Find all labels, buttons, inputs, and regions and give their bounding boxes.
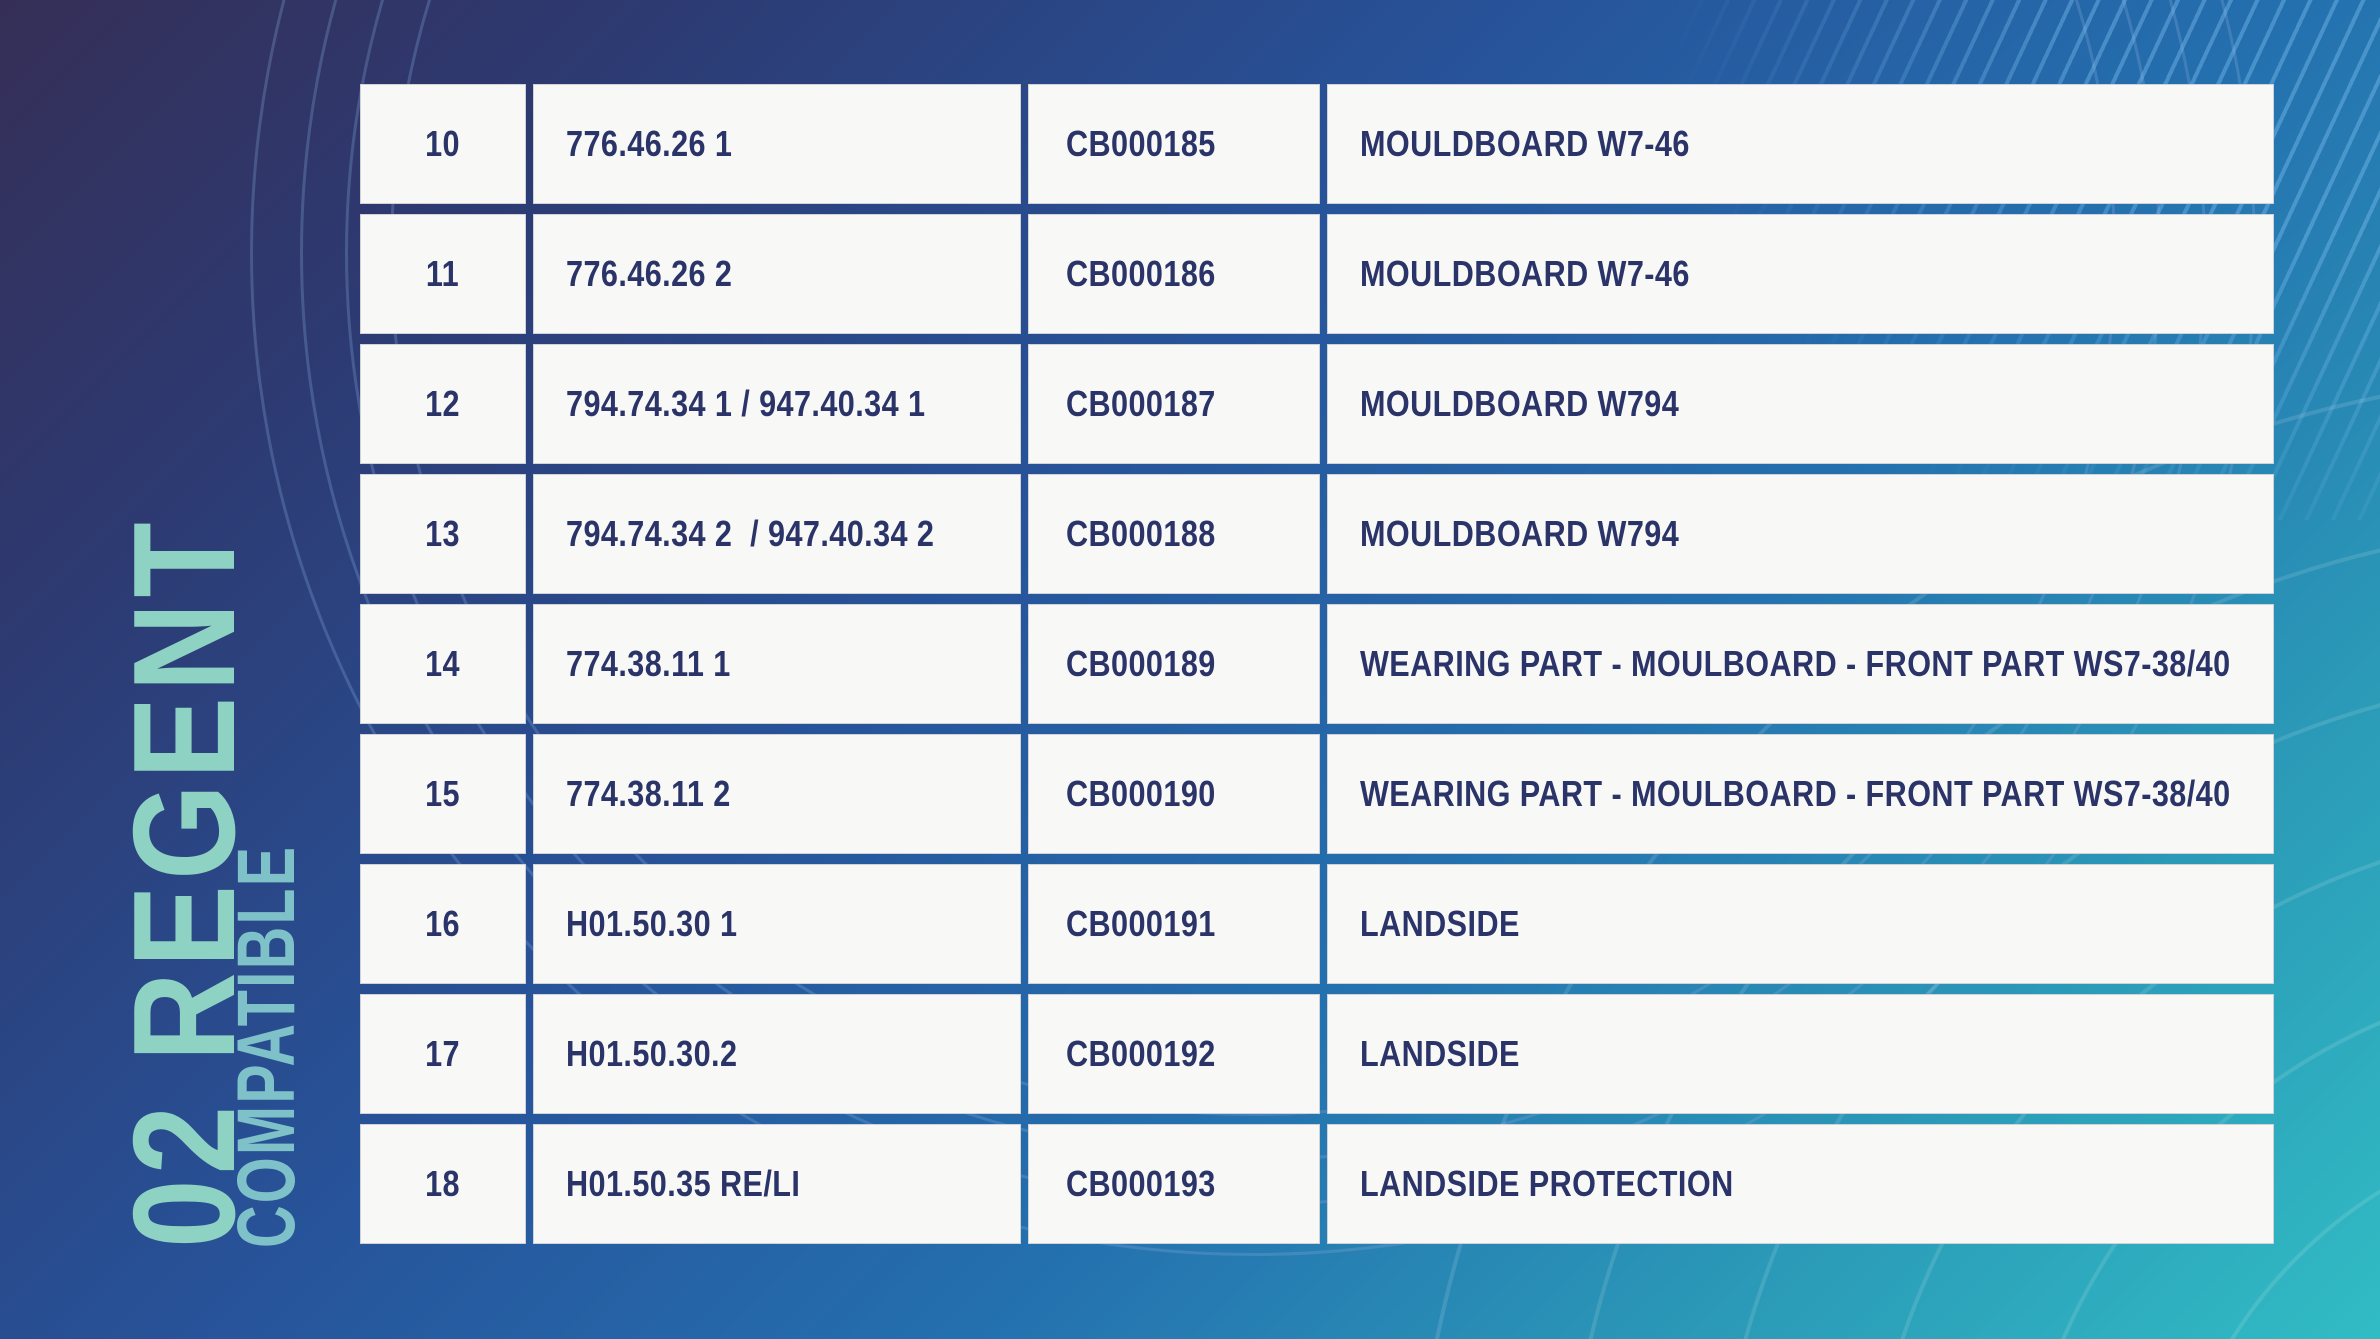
part-number-text: 774.38.11 2	[566, 773, 731, 814]
part-number-text: H01.50.30 1	[566, 903, 738, 944]
description-cell: MOULDBOARD W7-46	[1327, 84, 2274, 204]
row-number-text: 12	[425, 383, 461, 424]
description-text: WEARING PART - MOULBOARD - FRONT PART WS…	[1360, 773, 2231, 814]
cb-code-cell: CB000188	[1028, 474, 1320, 594]
part-number-cell: 776.46.26 1	[533, 84, 1021, 204]
description-cell: LANDSIDE PROTECTION	[1327, 1124, 2274, 1244]
part-number-text: 774.38.11 1	[566, 643, 731, 684]
part-number-cell: 794.74.34 2 / 947.40.34 2	[533, 474, 1021, 594]
description-text: LANDSIDE	[1360, 903, 1520, 944]
table-row: 16 H01.50.30 1 CB000191 LANDSIDE	[360, 864, 2274, 984]
cb-code-cell: CB000193	[1028, 1124, 1320, 1244]
part-number-text: 776.46.26 1	[566, 123, 733, 164]
table-row: 10 776.46.26 1 CB000185 MOULDBOARD W7-46	[360, 84, 2274, 204]
part-number-cell: 774.38.11 1	[533, 604, 1021, 724]
cb-code-cell: CB000190	[1028, 734, 1320, 854]
description-text: MOULDBOARD W794	[1360, 383, 1680, 424]
part-number-text: H01.50.35 RE/LI	[566, 1163, 801, 1204]
row-number-cell: 13	[360, 474, 526, 594]
cb-code-text: CB000189	[1066, 643, 1216, 684]
description-text: LANDSIDE	[1360, 1033, 1520, 1074]
part-number-cell: 774.38.11 2	[533, 734, 1021, 854]
cb-code-text: CB000185	[1066, 123, 1216, 164]
row-number-text: 15	[425, 773, 461, 814]
cb-code-cell: CB000185	[1028, 84, 1320, 204]
row-number-cell: 17	[360, 994, 526, 1114]
description-text: MOULDBOARD W7-46	[1360, 253, 1690, 294]
description-text: MOULDBOARD W7-46	[1360, 123, 1690, 164]
description-cell: MOULDBOARD W794	[1327, 474, 2274, 594]
part-number-text: 794.74.34 2 / 947.40.34 2	[566, 513, 935, 554]
description-cell: LANDSIDE	[1327, 864, 2274, 984]
description-text: MOULDBOARD W794	[1360, 513, 1680, 554]
table-row: 17 H01.50.30.2 CB000192 LANDSIDE	[360, 994, 2274, 1114]
table-row: 12 794.74.34 1 / 947.40.34 1 CB000187 MO…	[360, 344, 2274, 464]
table-row: 14 774.38.11 1 CB000189 WEARING PART - M…	[360, 604, 2274, 724]
cb-code-text: CB000187	[1066, 383, 1216, 424]
part-number-cell: H01.50.35 RE/LI	[533, 1124, 1021, 1244]
cb-code-text: CB000193	[1066, 1163, 1216, 1204]
row-number-text: 18	[425, 1163, 461, 1204]
table-row: 15 774.38.11 2 CB000190 WEARING PART - M…	[360, 734, 2274, 854]
part-number-text: 776.46.26 2	[566, 253, 733, 294]
description-cell: WEARING PART - MOULBOARD - FRONT PART WS…	[1327, 604, 2274, 724]
description-cell: LANDSIDE	[1327, 994, 2274, 1114]
row-number-text: 13	[425, 513, 461, 554]
part-number-cell: 776.46.26 2	[533, 214, 1021, 334]
table-row: 13 794.74.34 2 / 947.40.34 2 CB000188 MO…	[360, 474, 2274, 594]
cb-code-text: CB000188	[1066, 513, 1216, 554]
row-number-text: 11	[426, 253, 460, 294]
row-number-text: 14	[425, 643, 461, 684]
cb-code-text: CB000186	[1066, 253, 1216, 294]
row-number-cell: 11	[360, 214, 526, 334]
part-number-cell: 794.74.34 1 / 947.40.34 1	[533, 344, 1021, 464]
row-number-cell: 12	[360, 344, 526, 464]
row-number-cell: 10	[360, 84, 526, 204]
part-number-text: H01.50.30.2	[566, 1033, 738, 1074]
part-number-text: 794.74.34 1 / 947.40.34 1	[566, 383, 926, 424]
cb-code-text: CB000191	[1066, 903, 1216, 944]
cb-code-cell: CB000192	[1028, 994, 1320, 1114]
cb-code-text: CB000190	[1066, 773, 1216, 814]
description-cell: MOULDBOARD W7-46	[1327, 214, 2274, 334]
row-number-cell: 18	[360, 1124, 526, 1244]
part-number-cell: H01.50.30 1	[533, 864, 1021, 984]
cb-code-cell: CB000189	[1028, 604, 1320, 724]
row-number-cell: 14	[360, 604, 526, 724]
row-number-cell: 16	[360, 864, 526, 984]
description-cell: MOULDBOARD W794	[1327, 344, 2274, 464]
row-number-cell: 15	[360, 734, 526, 854]
description-text: LANDSIDE PROTECTION	[1360, 1163, 1734, 1204]
part-number-cell: H01.50.30.2	[533, 994, 1021, 1114]
cb-code-cell: CB000187	[1028, 344, 1320, 464]
section-subtitle-vertical: COMPATIBLE	[221, 844, 312, 1248]
table-row: 18 H01.50.35 RE/LI CB000193 LANDSIDE PRO…	[360, 1124, 2274, 1244]
row-number-text: 17	[425, 1033, 461, 1074]
description-cell: WEARING PART - MOULBOARD - FRONT PART WS…	[1327, 734, 2274, 854]
row-number-text: 16	[425, 903, 461, 944]
parts-table: 10 776.46.26 1 CB000185 MOULDBOARD W7-46…	[360, 84, 2274, 1254]
cb-code-text: CB000192	[1066, 1033, 1216, 1074]
cb-code-cell: CB000186	[1028, 214, 1320, 334]
row-number-text: 10	[425, 123, 461, 164]
table-row: 11 776.46.26 2 CB000186 MOULDBOARD W7-46	[360, 214, 2274, 334]
description-text: WEARING PART - MOULBOARD - FRONT PART WS…	[1360, 643, 2231, 684]
cb-code-cell: CB000191	[1028, 864, 1320, 984]
